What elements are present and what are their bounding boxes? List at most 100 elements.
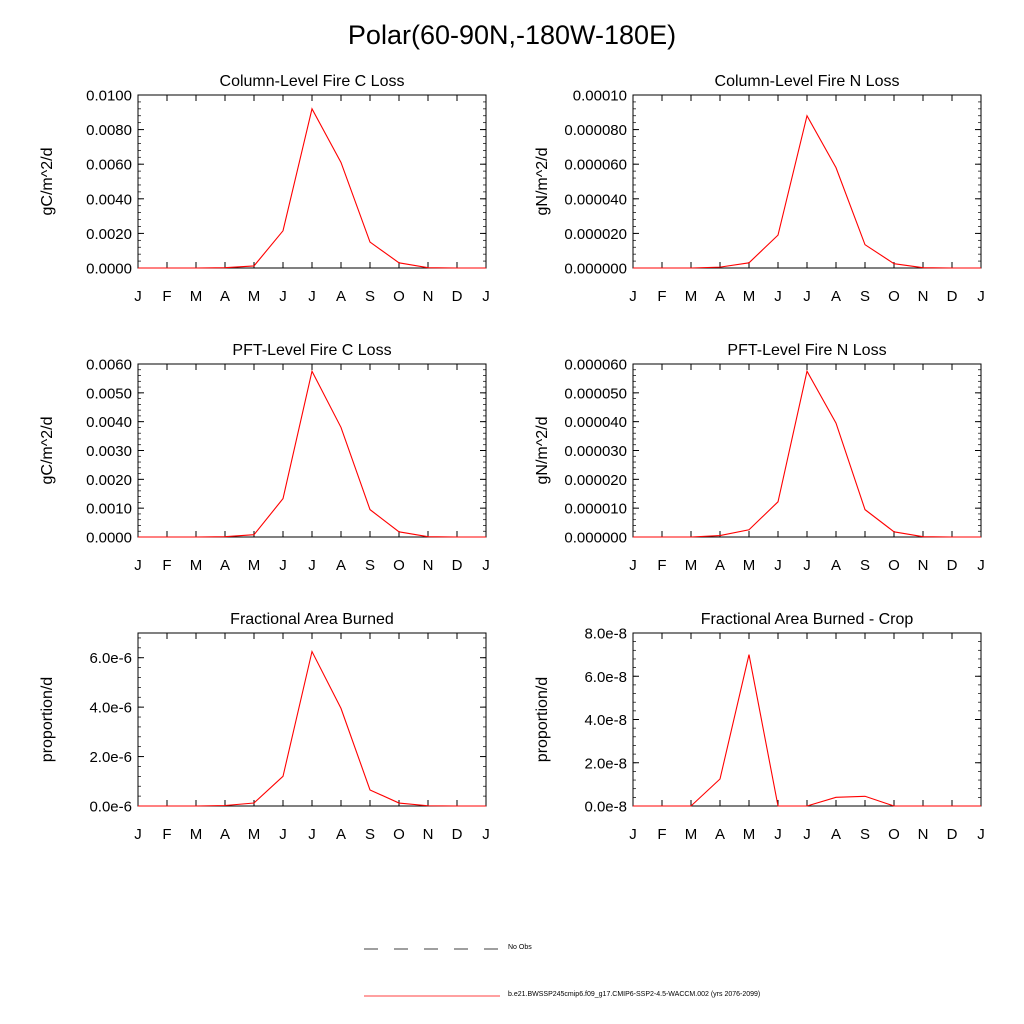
x-tick-label: A: [336, 288, 346, 305]
x-tick-label: M: [190, 826, 203, 843]
y-tick-label: 0.000040: [564, 191, 627, 208]
x-tick-label: M: [685, 826, 698, 843]
legend-model-label: b.e21.BWSSP245cmip6.f09_g17.CMIP6-SSP2-4…: [508, 991, 761, 998]
x-tick-label: J: [308, 826, 316, 843]
plot-frame: [137, 94, 487, 269]
x-tick-label: N: [918, 557, 929, 574]
x-tick-label: J: [482, 557, 490, 574]
chart-title: Fractional Area Burned: [230, 611, 394, 628]
x-tick-label: N: [918, 288, 929, 305]
x-tick-label: J: [482, 826, 490, 843]
x-tick-label: F: [162, 826, 171, 843]
x-tick-label: D: [947, 288, 958, 305]
chart-panel-1: Column-Level Fire C Loss gC/m^2/d 0.0000 0.…: [39, 73, 490, 305]
y-tick-label: 0.0040: [86, 191, 132, 208]
x-tick-label: J: [308, 557, 316, 574]
x-tick-label: O: [393, 557, 405, 574]
y-tick-label: 4.0e-6: [89, 700, 132, 717]
x-tick-label: J: [482, 288, 490, 305]
series-line: [633, 369, 981, 538]
series-line: [633, 654, 981, 807]
x-tick-label: J: [977, 557, 985, 574]
x-tick-label: O: [393, 288, 405, 305]
y-tick-label: 0.0060: [86, 157, 132, 174]
plot-frame: [632, 363, 982, 538]
y-tick-label: 0.0100: [86, 88, 132, 105]
y-tick-label: 0.0080: [86, 122, 132, 139]
x-tick-label: S: [860, 557, 870, 574]
y-axis-label: gN/m^2/d: [534, 417, 551, 485]
y-tick-label: 0.000020: [564, 472, 627, 489]
chart-panel-2: Column-Level Fire N Loss gN/m^2/d 0.000000…: [534, 73, 985, 305]
x-tick-label: S: [365, 288, 375, 305]
y-axis-label: gC/m^2/d: [39, 417, 56, 485]
x-tick-label: J: [134, 557, 142, 574]
chart-panel-4: PFT-Level Fire N Loss gN/m^2/d 0.000000 0.0…: [534, 342, 985, 574]
series-line: [138, 649, 486, 807]
x-tick-label: S: [860, 288, 870, 305]
x-tick-label: J: [803, 288, 811, 305]
chart-title: Column-Level Fire N Loss: [715, 73, 900, 90]
y-tick-label: 0.0040: [86, 414, 132, 431]
x-tick-label: A: [715, 557, 725, 574]
x-tick-label: J: [774, 288, 782, 305]
series-line: [138, 369, 486, 538]
y-tick-label: 0.0020: [86, 472, 132, 489]
x-tick-label: O: [888, 557, 900, 574]
y-tick-label: 0.000080: [564, 122, 627, 139]
x-tick-label: O: [888, 288, 900, 305]
y-tick-label: 2.0e-8: [584, 755, 627, 772]
series-line: [138, 107, 486, 269]
x-tick-label: F: [162, 557, 171, 574]
x-tick-label: J: [279, 288, 287, 305]
y-tick-label: 2.0e-6: [89, 749, 132, 766]
y-tick-label: 0.000030: [564, 443, 627, 460]
y-tick-label: 6.0e-8: [584, 669, 627, 686]
x-tick-label: J: [629, 826, 637, 843]
x-tick-label: A: [336, 826, 346, 843]
x-tick-label: J: [977, 288, 985, 305]
legend-no-obs-label: No Obs: [508, 944, 532, 951]
y-tick-label: 0.0020: [86, 226, 132, 243]
x-tick-label: M: [685, 288, 698, 305]
legend-dashed-line: [364, 948, 500, 950]
y-tick-label: 0.000040: [564, 414, 627, 431]
series-line: [633, 114, 981, 269]
chart-title: Fractional Area Burned - Crop: [701, 611, 914, 628]
x-tick-label: J: [279, 826, 287, 843]
x-tick-label: J: [803, 826, 811, 843]
x-tick-label: A: [831, 288, 841, 305]
x-tick-label: N: [423, 826, 434, 843]
y-tick-label: 0.0030: [86, 443, 132, 460]
y-tick-label: 0.0010: [86, 501, 132, 518]
page-title: Polar(60-90N,-180W-180E): [347, 20, 677, 50]
legend-model-run: b.e21.BWSSP245cmip6.f09_g17.CMIP6-SSP2-4…: [362, 991, 882, 1005]
x-tick-label: N: [423, 288, 434, 305]
x-tick-label: J: [629, 557, 637, 574]
x-tick-label: M: [248, 557, 261, 574]
x-tick-label: S: [365, 557, 375, 574]
legend-no-obs: No Obs: [362, 944, 662, 958]
y-tick-label: 0.000020: [564, 226, 627, 243]
chart-panel-5: Fractional Area Burned proportion/d 0.0e-6…: [39, 611, 490, 843]
x-tick-label: A: [831, 826, 841, 843]
plot-frame: [137, 363, 487, 538]
x-tick-label: A: [336, 557, 346, 574]
x-tick-label: A: [715, 826, 725, 843]
y-tick-label: 0.0060: [86, 357, 132, 374]
x-tick-label: J: [803, 557, 811, 574]
y-tick-label: 0.0050: [86, 385, 132, 402]
y-tick-label: 0.000060: [564, 157, 627, 174]
y-tick-label: 0.0e-8: [584, 799, 627, 816]
x-tick-label: M: [248, 288, 261, 305]
y-axis-label: proportion/d: [39, 677, 56, 762]
x-tick-label: M: [190, 288, 203, 305]
x-tick-label: F: [657, 557, 666, 574]
x-tick-label: O: [393, 826, 405, 843]
x-tick-label: J: [279, 557, 287, 574]
y-tick-label: 0.000060: [564, 357, 627, 374]
y-tick-label: 0.00010: [573, 88, 627, 105]
y-tick-label: 0.000000: [564, 261, 627, 278]
y-axis-label: gN/m^2/d: [534, 148, 551, 216]
